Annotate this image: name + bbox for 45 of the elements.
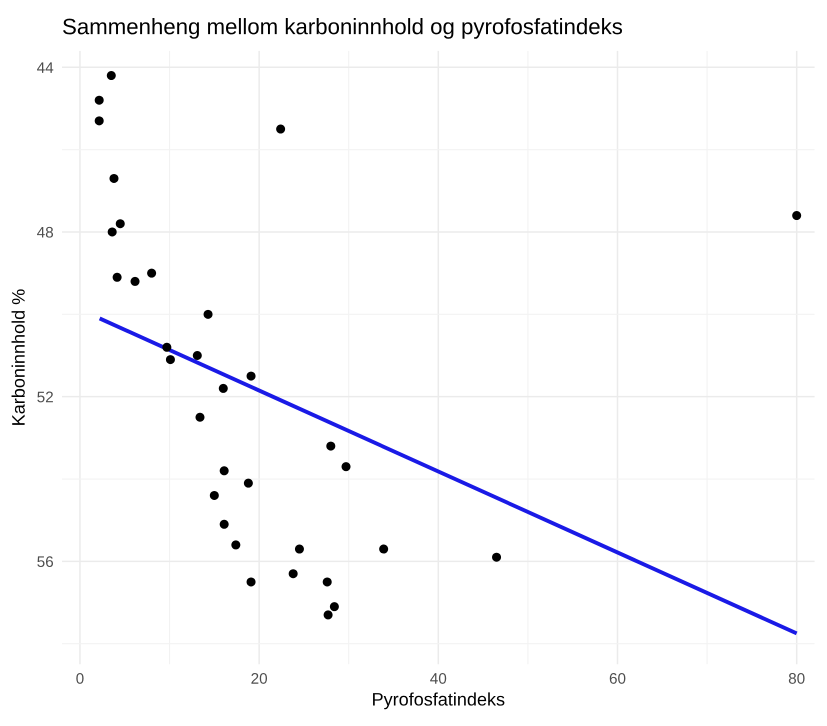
point: [342, 462, 351, 472]
point: [192, 350, 202, 360]
x-tick-label: 80: [788, 673, 805, 684]
point: [288, 569, 298, 578]
x-tick-label: 0: [76, 673, 84, 684]
point: [204, 310, 213, 319]
point: [166, 355, 175, 364]
x-tick-label: 60: [610, 673, 626, 684]
point: [379, 544, 388, 554]
point: [162, 342, 172, 352]
point: [130, 276, 140, 286]
point: [220, 466, 229, 476]
point: [324, 610, 333, 620]
y-tick-label: 44: [37, 62, 54, 73]
x-tick-label: 20: [251, 673, 268, 684]
y-tick-label: 56: [37, 556, 54, 568]
point: [276, 124, 286, 134]
y-tick-label: 52: [37, 392, 53, 402]
point: [106, 71, 116, 80]
point: [322, 577, 332, 586]
x-tick-label: 40: [430, 673, 446, 684]
point: [116, 219, 125, 228]
point: [330, 602, 339, 612]
point: [246, 577, 256, 586]
point: [492, 552, 502, 562]
point: [792, 211, 802, 220]
chart-title: Sammenheng mellom karboninnhold og pyrofosfatindeks: [63, 18, 622, 39]
point: [294, 544, 304, 554]
point: [108, 227, 117, 236]
x-axis-title: Pyrofosfatindeks: [373, 692, 504, 710]
point: [244, 478, 253, 488]
point: [326, 442, 336, 451]
point: [112, 272, 122, 282]
y-tick-label: 48: [37, 226, 54, 238]
point: [246, 372, 256, 381]
y-axis-title: Karboninnhold %: [12, 289, 25, 425]
point: [218, 384, 228, 393]
point: [109, 174, 118, 183]
point: [94, 116, 104, 126]
point: [94, 96, 104, 105]
point: [220, 520, 229, 529]
point: [195, 412, 204, 422]
point: [210, 490, 219, 500]
point: [147, 268, 156, 278]
point: [231, 540, 240, 550]
